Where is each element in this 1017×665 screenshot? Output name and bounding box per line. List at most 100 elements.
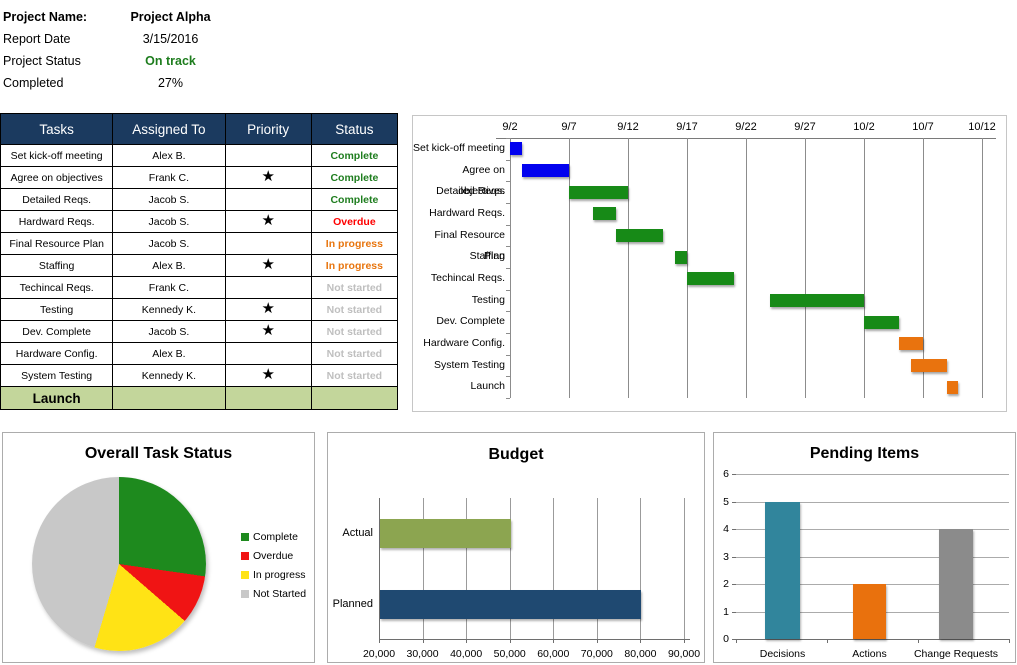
task-cell[interactable]: Final Resource Plan <box>0 232 114 255</box>
project-status-value[interactable]: On track <box>145 54 196 68</box>
task-cell[interactable]: Testing <box>0 298 114 321</box>
priority-column-header[interactable]: Priority <box>224 113 312 145</box>
gantt-category-label: Staffing <box>469 250 505 263</box>
assigned-cell[interactable]: Kennedy K. <box>112 298 226 321</box>
priority-cell[interactable]: ★ <box>224 320 312 343</box>
tasks-column-header[interactable]: Tasks <box>0 113 114 145</box>
priority-cell[interactable] <box>224 342 312 365</box>
priority-cell[interactable]: ★ <box>224 210 312 233</box>
status-cell[interactable]: Not started <box>310 364 399 387</box>
report-date-row: Report Date 3/15/2016 <box>3 28 263 50</box>
budget-axis-tick <box>640 639 642 643</box>
budget-y-axis-line <box>379 498 380 639</box>
table-row: Final Resource Plan Jacob S. In progress <box>0 232 399 255</box>
legend-label: Not Started <box>253 587 307 600</box>
completed-value[interactable]: 27% <box>157 76 184 90</box>
gantt-gridline <box>569 138 570 398</box>
status-cell[interactable]: Not started <box>310 342 399 365</box>
assigned-cell[interactable]: Alex B. <box>112 144 226 167</box>
pending-bar <box>939 529 973 639</box>
pending-axis-tick <box>736 639 737 643</box>
launch-empty-cell[interactable] <box>112 386 226 410</box>
priority-cell[interactable] <box>224 188 312 211</box>
priority-star-icon: ★ <box>261 321 275 339</box>
status-cell[interactable]: Not started <box>310 276 399 299</box>
task-cell[interactable]: Hardward Reqs. <box>0 210 114 233</box>
assigned-cell[interactable]: Frank C. <box>112 276 226 299</box>
pending-axis-tick-label: 5 <box>723 495 729 508</box>
gantt-axis-tick-label: 10/12 <box>968 121 996 133</box>
priority-star-icon: ★ <box>261 167 275 185</box>
gantt-category-label: Launch <box>470 380 505 393</box>
budget-category-label: Planned <box>332 598 373 610</box>
priority-cell[interactable]: ★ <box>224 298 312 321</box>
table-row: Hardward Reqs. Jacob S. ★ Overdue <box>0 210 399 233</box>
launch-cell[interactable]: Launch <box>0 386 114 410</box>
gantt-gridline <box>746 138 747 398</box>
assigned-cell[interactable]: Kennedy K. <box>112 364 226 387</box>
pending-axis-tick-label: 0 <box>723 633 729 645</box>
budget-axis-tick-label: 20,000 <box>362 648 396 660</box>
gantt-category-tick <box>506 268 510 269</box>
legend-item: Complete <box>241 527 306 546</box>
legend-label: Complete <box>253 530 298 543</box>
launch-empty-cell[interactable] <box>310 386 399 410</box>
assigned-cell[interactable]: Alex B. <box>112 254 226 277</box>
gantt-axis-tick-label: 10/2 <box>853 121 875 133</box>
task-cell[interactable]: Agree on objectives <box>0 166 114 189</box>
task-cell[interactable]: Techincal Reqs. <box>0 276 114 299</box>
budget-axis-tick <box>466 639 468 643</box>
pending-axis-tick <box>732 556 736 558</box>
assigned-cell[interactable]: Frank C. <box>112 166 226 189</box>
priority-cell[interactable]: ★ <box>224 364 312 387</box>
task-cell[interactable]: Dev. Complete <box>0 320 114 343</box>
assigned-to-column-header[interactable]: Assigned To <box>112 113 226 145</box>
gantt-bar <box>899 337 923 351</box>
status-cell[interactable]: Complete <box>310 188 399 211</box>
report-date-label: Report Date <box>3 32 71 46</box>
gantt-bar <box>675 250 687 264</box>
priority-cell[interactable] <box>224 144 312 167</box>
table-row: Set kick-off meeting Alex B. Complete <box>0 144 399 167</box>
assigned-cell[interactable]: Jacob S. <box>112 188 226 211</box>
priority-cell[interactable] <box>224 232 312 255</box>
budget-axis-tick-label: 30,000 <box>406 648 439 660</box>
pending-gridline <box>736 474 1009 475</box>
gantt-bar <box>864 315 900 329</box>
assigned-cell[interactable]: Jacob S. <box>112 232 226 255</box>
report-date-value[interactable]: 3/15/2016 <box>142 32 199 46</box>
status-cell[interactable]: In progress <box>310 254 399 277</box>
status-cell[interactable]: Overdue <box>310 210 399 233</box>
priority-cell[interactable]: ★ <box>224 254 312 277</box>
gantt-category-label: Techincal Reqs. <box>430 272 505 284</box>
task-cell[interactable]: Hardware Config. <box>0 342 114 365</box>
task-cell[interactable]: Set kick-off meeting <box>0 144 114 167</box>
assigned-cell[interactable]: Jacob S. <box>112 210 226 233</box>
pending-category-label: Change Requests <box>913 648 999 660</box>
task-cell[interactable]: Staffing <box>0 254 114 277</box>
priority-cell[interactable] <box>224 276 312 299</box>
launch-empty-cell[interactable] <box>224 386 312 410</box>
table-row: Detailed Reqs. Jacob S. Complete <box>0 188 399 211</box>
gantt-gridline <box>982 138 983 398</box>
task-cell[interactable]: Detailed Reqs. <box>0 188 114 211</box>
legend-item: Overdue <box>241 546 306 565</box>
status-cell[interactable]: Complete <box>310 166 399 189</box>
project-name-value[interactable]: Project Alpha <box>130 10 211 24</box>
pending-axis-tick <box>732 611 736 613</box>
priority-cell[interactable]: ★ <box>224 166 312 189</box>
gantt-category-tick <box>506 203 510 204</box>
budget-axis-tick <box>553 639 555 643</box>
status-cell[interactable]: Not started <box>310 298 399 321</box>
budget-axis-tick-label: 70,000 <box>580 648 613 660</box>
assigned-cell[interactable]: Alex B. <box>112 342 226 365</box>
assigned-cell[interactable]: Jacob S. <box>112 320 226 343</box>
status-column-header[interactable]: Status <box>310 113 399 145</box>
completed-row: Completed 27% <box>3 72 263 94</box>
task-cell[interactable]: System Testing <box>0 364 114 387</box>
status-cell[interactable]: Not started <box>310 320 399 343</box>
status-cell[interactable]: In progress <box>310 232 399 255</box>
gantt-category-tick <box>506 289 510 291</box>
status-cell[interactable]: Complete <box>310 144 399 167</box>
pending-axis-tick <box>732 501 736 503</box>
